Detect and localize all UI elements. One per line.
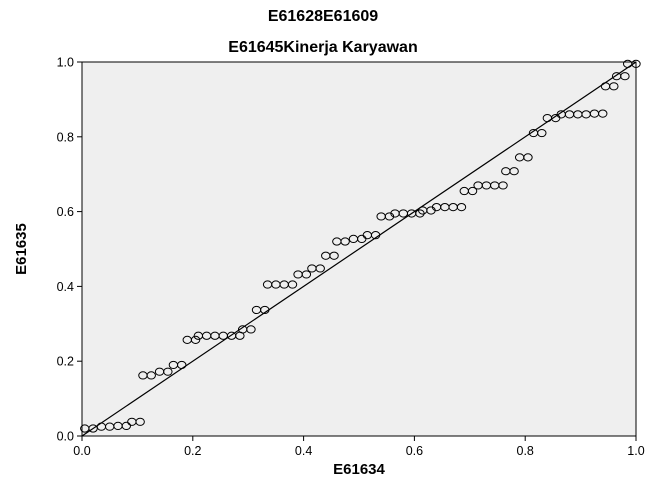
- data-point: [609, 82, 619, 91]
- y-tick: 0.2: [57, 355, 82, 369]
- data-point: [135, 417, 145, 426]
- y-tick: 0.8: [57, 130, 82, 144]
- y-tick: 0.4: [57, 280, 82, 294]
- data-point: [177, 360, 187, 370]
- x-tick-label: 1.0: [627, 444, 644, 458]
- data-point: [598, 109, 608, 118]
- y-tick: 1.0: [57, 56, 82, 70]
- data-points: [80, 59, 641, 433]
- y-tick: 0.6: [57, 205, 82, 219]
- y-tick-label: 0.6: [57, 205, 74, 219]
- y-tick-label: 0.0: [57, 430, 74, 444]
- data-point: [121, 421, 132, 431]
- chart-subtitle: E61645Kinerja Karyawan: [228, 39, 418, 56]
- data-point: [498, 181, 508, 190]
- data-point: [620, 72, 630, 81]
- data-point: [329, 251, 339, 260]
- y-tick-label: 0.4: [57, 280, 74, 294]
- y-tick-label: 1.0: [57, 56, 74, 70]
- data-point: [509, 167, 519, 176]
- data-point: [287, 280, 298, 289]
- x-tick: 1.0: [627, 436, 645, 458]
- data-point: [340, 237, 350, 246]
- x-tick: 0.4: [295, 436, 312, 458]
- chart-title: E61628E61609: [267, 8, 379, 25]
- reference-line: [81, 61, 637, 437]
- data-point: [523, 153, 533, 162]
- x-axis-ticks: 0.0 0.2 0.4 0.6 0.8 1.0: [73, 436, 645, 458]
- y-tick-label: 0.2: [57, 355, 74, 369]
- x-tick-label: 0.4: [295, 444, 312, 458]
- x-tick: 0.6: [406, 436, 423, 458]
- data-point: [163, 367, 173, 376]
- data-point: [260, 305, 270, 315]
- x-tick-label: 0.2: [184, 444, 201, 458]
- y-axis-ticks: 0.0 0.2 0.4 0.6 0.8 1.0: [57, 56, 82, 444]
- data-point: [146, 371, 156, 380]
- x-tick: 0.8: [517, 436, 534, 458]
- data-point: [467, 186, 478, 196]
- data-point: [190, 335, 201, 344]
- x-axis-label: E61634: [333, 461, 385, 478]
- data-point: [246, 325, 256, 334]
- data-point: [301, 270, 312, 279]
- x-tick: 0.2: [184, 436, 202, 458]
- x-tick-label: 0.8: [517, 444, 534, 458]
- data-point: [631, 59, 641, 68]
- x-tick: 0.0: [73, 436, 91, 458]
- data-point: [456, 203, 467, 212]
- data-point: [315, 264, 325, 273]
- x-tick-label: 0.0: [73, 444, 90, 458]
- data-point: [537, 128, 547, 138]
- data-point: [370, 231, 381, 240]
- y-tick-label: 0.8: [57, 130, 74, 144]
- x-tick-label: 0.6: [406, 444, 423, 458]
- y-axis-label: E61635: [13, 223, 30, 275]
- y-tick: 0.0: [57, 430, 82, 444]
